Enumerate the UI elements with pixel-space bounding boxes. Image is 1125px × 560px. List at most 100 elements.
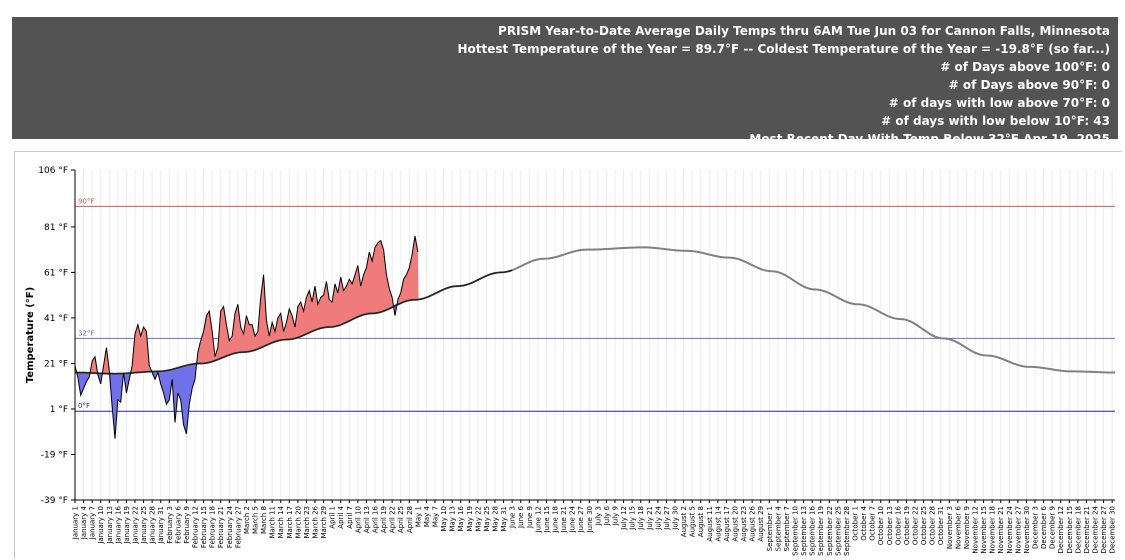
banner-days-above-90: # of Days above 90°F: 0 xyxy=(948,78,1110,92)
x-tick-label: January 31 xyxy=(157,506,165,545)
x-tick-label: February 6 xyxy=(174,505,182,543)
x-tick-label: January 25 xyxy=(140,506,148,545)
x-tick-label: June 24 xyxy=(569,505,577,533)
x-tick-label: May 19 xyxy=(466,506,474,532)
x-tick-label: April 16 xyxy=(372,505,380,533)
x-tick-label: December 9 xyxy=(1049,506,1057,549)
x-tick-label: August 8 xyxy=(697,506,705,537)
x-tick-label: November 18 xyxy=(989,506,997,554)
x-tick-label: October 1 xyxy=(852,506,860,541)
x-tick-label: October 31 xyxy=(937,506,945,545)
x-tick-label: June 15 xyxy=(543,506,551,533)
x-tick-label: August 29 xyxy=(757,506,765,542)
vertical-gridlines xyxy=(74,170,1113,500)
x-tick-label: August 5 xyxy=(689,506,697,537)
x-tick-label: June 3 xyxy=(509,506,517,529)
x-tick-label: May 22 xyxy=(474,506,482,532)
x-tick-label: June 30 xyxy=(586,506,594,533)
x-tick-label: September 25 xyxy=(834,506,842,556)
x-tick-label: February 9 xyxy=(183,506,191,544)
x-tick-label: November 30 xyxy=(1023,506,1031,554)
x-tick-label: March 29 xyxy=(320,506,328,538)
x-tick-label: September 1 xyxy=(766,506,774,551)
x-tick-label: November 3 xyxy=(946,506,954,549)
x-tick-label: October 4 xyxy=(860,505,868,540)
x-tick-label: May 16 xyxy=(457,505,465,531)
x-tick-label: May 28 xyxy=(492,506,500,532)
x-tick-label: March 20 xyxy=(294,506,302,538)
x-tick-label: January 4 xyxy=(80,505,88,540)
x-tick-label: July 18 xyxy=(637,506,645,531)
y-tick-label: 41 °F xyxy=(44,314,68,324)
x-tick-label: August 14 xyxy=(714,505,722,541)
x-tick-label: June 27 xyxy=(577,506,585,533)
banner-extremes: Hottest Temperature of the Year = 89.7°F… xyxy=(457,42,1111,56)
x-tick-label: February 27 xyxy=(234,506,242,548)
x-tick-label: January 22 xyxy=(132,506,140,545)
x-tick-label: May 13 xyxy=(449,506,457,532)
x-tick-label: October 16 xyxy=(894,505,902,545)
x-tick-label: August 2 xyxy=(680,506,688,537)
x-tick-labels: January 1 January 4 January 7 January 10 Jan… xyxy=(72,500,1117,556)
x-tick-label: February 21 xyxy=(217,506,225,548)
x-tick-label: May 4 xyxy=(423,505,431,527)
x-tick-label: November 21 xyxy=(997,506,1005,554)
x-tick-label: October 10 xyxy=(877,506,885,545)
above-normal-area xyxy=(75,365,78,373)
y-tick-label: -39 °F xyxy=(41,496,68,506)
banner-title: PRISM Year-to-Date Average Daily Temps t… xyxy=(498,24,1110,38)
normal-line-ytd xyxy=(74,269,513,375)
x-tick-label: September 28 xyxy=(843,506,851,556)
x-tick-label: April 28 xyxy=(406,506,414,533)
x-tick-label: July 21 xyxy=(646,506,654,531)
x-tick-label: June 12 xyxy=(534,506,542,533)
x-tick-label: December 18 xyxy=(1074,506,1082,553)
below-normal-area xyxy=(77,372,91,396)
above-normal-area xyxy=(397,236,419,305)
x-tick-label: December 12 xyxy=(1057,506,1065,553)
actual-temperature-line xyxy=(74,235,419,439)
x-tick-label: April 22 xyxy=(389,506,397,533)
x-tick-label: May 31 xyxy=(500,506,508,532)
x-tick-label: April 19 xyxy=(380,506,388,533)
x-tick-label: January 28 xyxy=(149,506,157,545)
reference-line-label: 0°F xyxy=(78,402,90,410)
x-tick-label: January 10 xyxy=(97,506,105,545)
x-tick-label: May 10 xyxy=(440,506,448,532)
x-tick-label: October 19 xyxy=(903,506,911,545)
x-tick-label: March 23 xyxy=(303,506,311,538)
banner-days-above-100: # of Days above 100°F: 0 xyxy=(940,60,1110,74)
x-tick-label: September 16 xyxy=(809,505,817,555)
x-tick-label: November 24 xyxy=(1006,505,1014,553)
y-tick-label: 81 °F xyxy=(44,223,68,233)
y-tick-label: 61 °F xyxy=(44,268,68,278)
x-tick-label: October 22 xyxy=(912,506,920,545)
x-tick-label: March 14 xyxy=(277,505,285,538)
x-tick-label: February 24 xyxy=(226,505,234,548)
y-tick-label: 106 °F xyxy=(38,166,68,176)
x-tick-label: October 28 xyxy=(929,506,937,545)
reference-lines: 90°F 32°F 0°F xyxy=(75,197,1115,412)
x-tick-label: July 9 xyxy=(612,506,620,526)
x-tick-label: October 25 xyxy=(920,506,928,545)
x-tick-label: October 7 xyxy=(869,506,877,541)
x-tick-label: November 27 xyxy=(1014,506,1022,554)
x-tick-label: July 27 xyxy=(663,506,671,531)
x-tick-label: September 4 xyxy=(774,505,782,551)
x-tick-label: April 1 xyxy=(329,506,337,529)
title-banner: PRISM Year-to-Date Average Daily Temps t… xyxy=(12,17,1118,146)
x-tick-label: January 19 xyxy=(123,506,131,545)
banner-low-above-70: # of days with low above 70°F: 0 xyxy=(888,96,1110,110)
x-tick-label: April 13 xyxy=(363,506,371,533)
above-normal-area xyxy=(102,347,110,374)
x-tick-label: April 7 xyxy=(346,506,354,529)
y-tick-label: -19 °F xyxy=(41,450,68,460)
x-tick-label: July 12 xyxy=(620,506,628,531)
x-tick-label: December 24 xyxy=(1092,505,1100,553)
x-tick-label: August 11 xyxy=(706,506,714,542)
x-tick-label: August 17 xyxy=(723,506,731,542)
x-tick-label: January 1 xyxy=(72,506,80,540)
x-tick-label: November 15 xyxy=(980,506,988,554)
x-tick-label: September 7 xyxy=(783,506,791,551)
x-tick-label: August 23 xyxy=(740,506,748,542)
